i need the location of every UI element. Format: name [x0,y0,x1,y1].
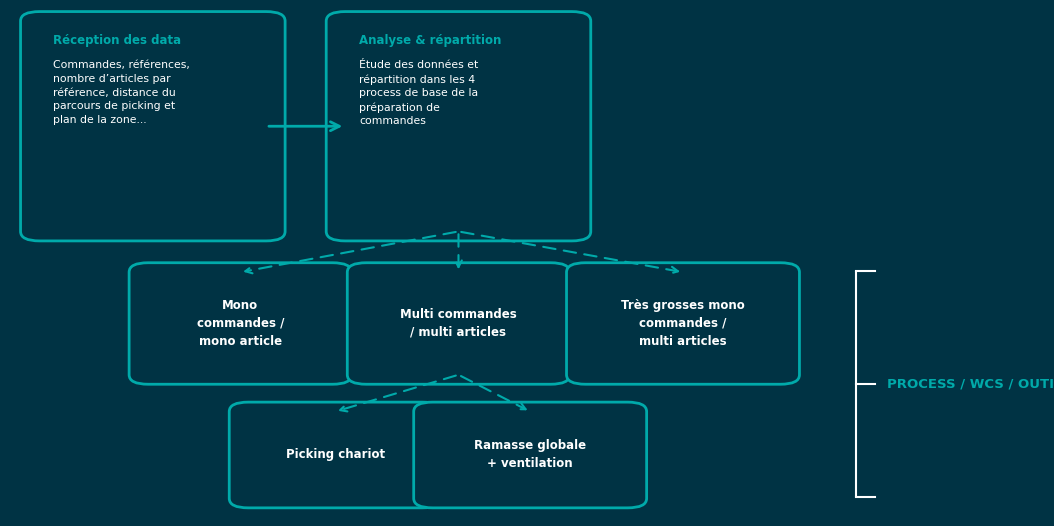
Text: Mono
commandes /
mono article: Mono commandes / mono article [197,299,284,348]
FancyBboxPatch shape [567,263,799,384]
Text: Ramasse globale
+ ventilation: Ramasse globale + ventilation [474,440,586,470]
FancyBboxPatch shape [413,402,646,508]
Text: Picking chariot: Picking chariot [286,449,385,461]
Text: Analyse & répartition: Analyse & répartition [358,34,502,47]
Text: PROCESS / WCS / OUTILS: PROCESS / WCS / OUTILS [887,378,1054,390]
FancyBboxPatch shape [348,263,569,384]
Text: Commandes, références,
nombre d’articles par
référence, distance du
parcours de : Commandes, références, nombre d’articles… [53,60,190,125]
FancyBboxPatch shape [130,263,352,384]
Text: Étude des données et
répartition dans les 4
process de base de la
préparation de: Étude des données et répartition dans le… [358,60,479,126]
Text: Réception des data: Réception des data [53,34,181,47]
FancyBboxPatch shape [327,12,591,241]
Text: Multi commandes
/ multi articles: Multi commandes / multi articles [401,308,516,339]
FancyBboxPatch shape [230,402,441,508]
Text: Très grosses mono
commandes /
multi articles: Très grosses mono commandes / multi arti… [621,299,745,348]
FancyBboxPatch shape [20,12,285,241]
